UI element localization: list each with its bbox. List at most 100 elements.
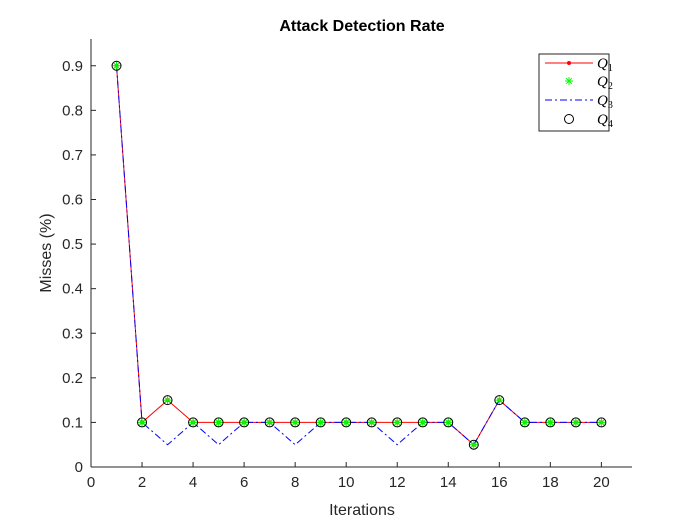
x-tick-label: 14: [440, 474, 457, 491]
asterisk-stroke: [291, 419, 299, 426]
asterisk-stroke: [266, 419, 273, 426]
series-q4-point: [290, 417, 301, 428]
series-q2-point: [112, 61, 121, 70]
asterisk-stroke: [138, 419, 146, 426]
asterisk-stroke: [113, 62, 120, 69]
series-q2-point: [367, 418, 376, 427]
series-q4-point: [519, 417, 530, 428]
series-q4-point: [494, 395, 505, 406]
series-q2-point: [546, 418, 555, 427]
series-q2-point: [240, 418, 249, 427]
series-q4-point: [417, 417, 428, 428]
asterisk-stroke: [317, 419, 324, 426]
x-tick-label: 6: [240, 474, 248, 491]
series-q4-point: [239, 417, 250, 428]
x-tick-label: 16: [491, 474, 508, 491]
legend-label-subscript: 2: [608, 81, 613, 92]
asterisk-stroke: [419, 419, 426, 426]
legend-label-q4: Q4: [597, 112, 613, 130]
series-q4-point: [188, 417, 199, 428]
y-tick-label: 0.1: [62, 414, 83, 431]
series-q4-point: [392, 417, 403, 428]
series-q2-point: [469, 440, 478, 449]
legend-label-q3: Q3: [597, 93, 613, 111]
series-q4-point: [443, 417, 454, 428]
chart-title: Attack Detection Rate: [279, 18, 444, 35]
legend-label-q2: Q2: [597, 74, 613, 92]
series-q4-point: [570, 417, 581, 428]
asterisk-stroke: [343, 419, 350, 426]
legend-label-subscript: 4: [608, 119, 613, 130]
series-q2-point: [418, 418, 427, 427]
asterisk-stroke: [445, 419, 452, 426]
asterisk-stroke: [565, 77, 573, 85]
series-q4-point: [468, 439, 479, 450]
legend-label-q1: Q1: [597, 56, 613, 74]
asterisk-stroke: [189, 419, 197, 426]
series-q2-point: [316, 418, 325, 427]
legend-label-subscript: 3: [608, 100, 613, 111]
y-tick-label: 0.6: [62, 192, 83, 209]
asterisk-stroke: [547, 419, 554, 426]
legend-label-subscript: 1: [608, 63, 613, 74]
y-tick-label: 0.9: [62, 58, 83, 75]
series-q4-point: [545, 417, 556, 428]
series-q4-point: [596, 417, 607, 428]
series-q4-point: [137, 417, 148, 428]
series-q2-point: [163, 396, 172, 405]
legend-label-main: Q: [597, 112, 608, 128]
asterisk-stroke: [470, 441, 477, 448]
y-tick-label: 0.7: [62, 147, 83, 164]
x-tick-label: 20: [593, 474, 610, 491]
y-tick-label: 0: [75, 459, 83, 476]
asterisk-stroke: [164, 396, 171, 404]
x-tick-label: 2: [138, 474, 146, 491]
legend-q1-marker: [567, 61, 571, 65]
series-q2-point: [597, 418, 606, 427]
series-q4-point: [341, 417, 352, 428]
asterisk-stroke: [215, 419, 222, 426]
series-q4-point: [264, 417, 275, 428]
x-tick-label: 0: [87, 474, 95, 491]
legend-box: [538, 53, 610, 132]
asterisk-stroke: [240, 419, 248, 426]
asterisk-stroke: [572, 419, 580, 426]
y-tick-label: 0.2: [62, 370, 83, 387]
x-tick-label: 10: [338, 474, 355, 491]
series-q2-point: [265, 418, 274, 427]
series-q2-point: [138, 418, 147, 427]
series-q4-point: [162, 395, 173, 406]
x-tick-label: 4: [189, 474, 197, 491]
series-q2-point: [291, 418, 300, 427]
x-tick-label: 18: [542, 474, 559, 491]
series-q4-point: [213, 417, 224, 428]
legend-label-main: Q: [597, 56, 608, 72]
legend-label-main: Q: [597, 93, 608, 109]
series-q2-point: [393, 418, 402, 427]
legend-label-main: Q: [597, 74, 608, 90]
series-q2-point: [495, 396, 504, 405]
marks-layer: [111, 60, 607, 450]
y-axis-label: Misses (%): [38, 213, 55, 292]
series-q2-point: [214, 418, 223, 427]
series-q2-point: [520, 418, 529, 427]
asterisk-stroke: [394, 419, 401, 426]
asterisk-stroke: [496, 396, 503, 404]
series-q4-point: [111, 60, 122, 71]
series-q3-line: [116, 65, 602, 446]
series-q2-point: [189, 418, 198, 427]
x-tick-label: 12: [389, 474, 406, 491]
y-tick-label: 0.5: [62, 236, 83, 253]
series-q2-point: [342, 418, 351, 427]
asterisk-stroke: [521, 419, 529, 426]
legend-q4-marker: [564, 114, 574, 124]
legend-q2-marker: [565, 77, 573, 85]
asterisk-stroke: [598, 419, 605, 426]
asterisk-stroke: [368, 419, 375, 426]
series-q2-point: [571, 418, 580, 427]
series-q4-point: [315, 417, 326, 428]
ticks-layer: 0 2 4 6 8 10 12 14 16 18 2000.10.20.30.40.50.60.70…: [62, 58, 610, 491]
